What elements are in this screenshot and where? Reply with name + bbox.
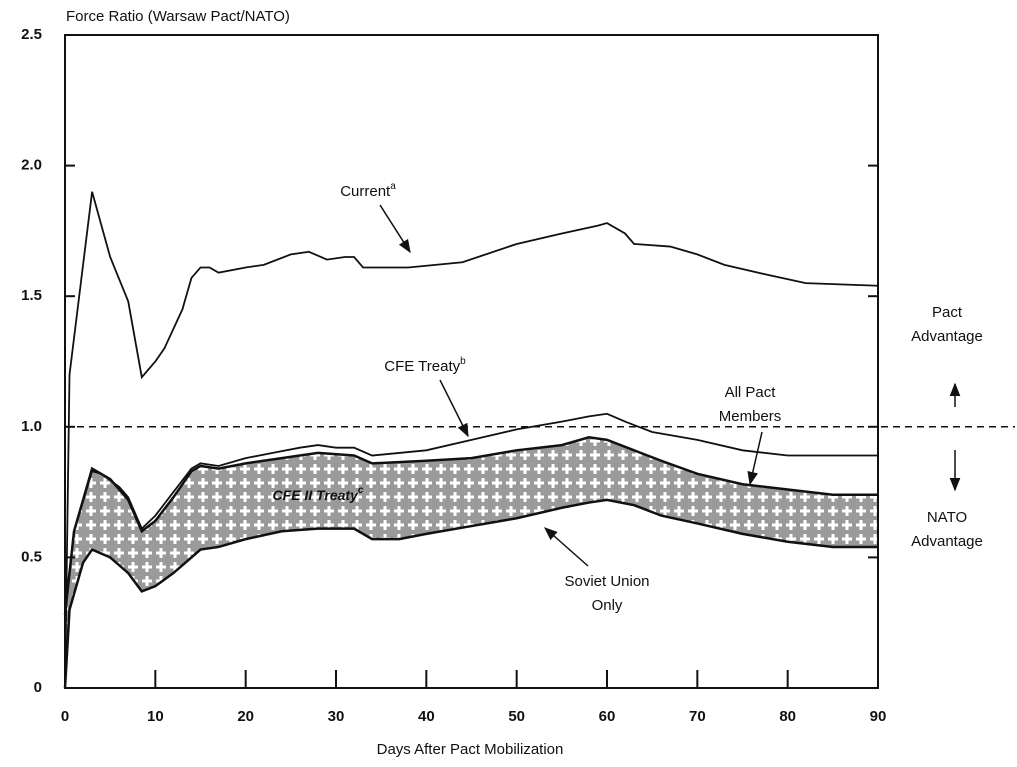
series-line [63, 498, 878, 689]
x-tick-label: 10 [147, 708, 164, 725]
annotation-line: Members [719, 408, 782, 425]
y-tick-label: 0.5 [21, 548, 42, 565]
annotation-arrow [543, 527, 589, 567]
annotation: Soviet Union Only [564, 573, 649, 614]
annotation-line: NATO [927, 509, 967, 526]
annotation-sup: b [460, 356, 466, 367]
x-tick-label: 70 [689, 708, 706, 725]
series-line [63, 435, 878, 615]
x-tick-label: 30 [328, 708, 345, 725]
annotation: NATO Advantage [911, 509, 983, 550]
series-line [64, 412, 878, 610]
annotation-line: CFE Treaty [384, 358, 460, 375]
annotation-arrow [379, 204, 411, 254]
annotation-line: Advantage [911, 328, 983, 345]
x-tick-label: 50 [508, 708, 525, 725]
annotation-line: Soviet Union [564, 573, 649, 590]
annotation-arrow [747, 431, 763, 486]
band-area [65, 437, 878, 688]
x-tick-label: 0 [61, 708, 69, 725]
annotation: Currenta [340, 181, 396, 200]
x-axis-label: Days After Pact Mobilization [377, 741, 564, 758]
x-tick-label: 40 [418, 708, 435, 725]
annotation-line: All Pact [725, 384, 777, 401]
annotation-line: Advantage [911, 533, 983, 550]
x-tick-label: 60 [599, 708, 616, 725]
annotation: Pact Advantage [911, 304, 983, 345]
annotation-sup: a [390, 181, 396, 192]
series-line [64, 191, 879, 689]
annotation: CFE II Treatyc [273, 485, 364, 503]
annotation-line: Current [340, 183, 391, 200]
annotation-line: CFE II Treaty [273, 487, 360, 503]
annotation-sup: c [358, 485, 364, 496]
annotation-line: Only [592, 597, 623, 614]
y-tick-label: 2.0 [21, 157, 42, 174]
x-tick-label: 20 [237, 708, 254, 725]
y-tick-label: 2.5 [21, 26, 42, 43]
plot-frame [64, 34, 879, 689]
annotation: All Pact Members [719, 384, 782, 425]
annotation-line: Pact [932, 304, 963, 321]
annotation: CFE Treatyb [384, 356, 466, 375]
y-tick-label: 1.0 [21, 418, 42, 435]
y-tick-label: 1.5 [21, 287, 42, 304]
annotation-arrow [439, 379, 469, 438]
y-axis-label: Force Ratio (Warsaw Pact/NATO) [66, 8, 290, 25]
x-tick-label: 90 [870, 708, 887, 725]
x-tick-label: 80 [779, 708, 796, 725]
y-tick-label: 0 [34, 679, 42, 696]
